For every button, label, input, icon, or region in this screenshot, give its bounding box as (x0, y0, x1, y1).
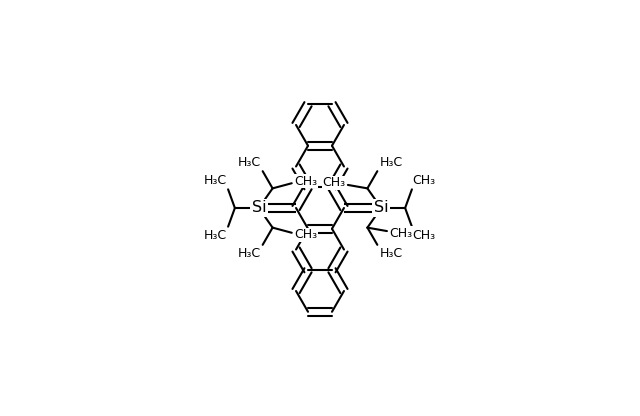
Text: CH₃: CH₃ (413, 174, 436, 187)
Text: CH₃: CH₃ (413, 229, 436, 242)
Text: H₃C: H₃C (204, 229, 227, 242)
Text: CH₃: CH₃ (389, 227, 412, 240)
Text: CH₃: CH₃ (323, 176, 346, 189)
Text: H₃C: H₃C (380, 156, 403, 169)
Text: H₃C: H₃C (237, 156, 260, 169)
Text: H₃C: H₃C (204, 174, 227, 187)
Text: H₃C: H₃C (237, 247, 260, 260)
Text: H₃C: H₃C (380, 247, 403, 260)
Text: CH₃: CH₃ (294, 175, 317, 188)
Text: Si: Si (374, 201, 388, 215)
Text: Si: Si (252, 201, 266, 215)
Text: CH₃: CH₃ (294, 228, 317, 241)
